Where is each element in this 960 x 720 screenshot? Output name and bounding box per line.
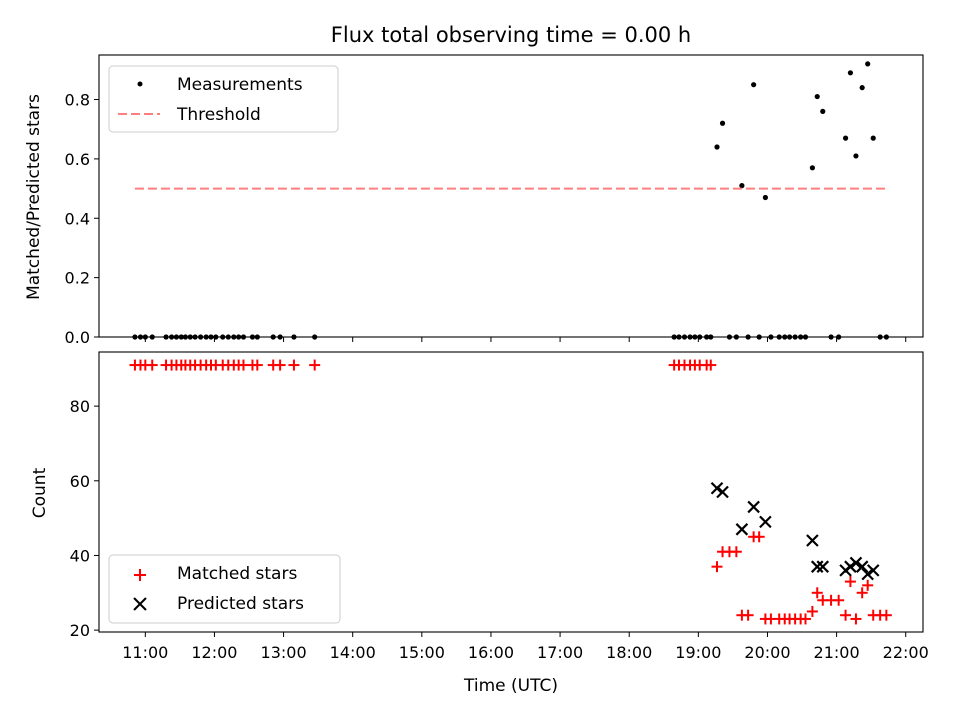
matched-stars-point: [862, 579, 874, 591]
bottom-xtick-label: 19:00: [675, 643, 721, 662]
measurement-point: [714, 144, 720, 150]
predicted-stars-point: [710, 481, 724, 495]
matched-stars-point: [850, 613, 862, 625]
legend-matched-label: Matched stars: [177, 564, 297, 584]
top-ytick-label: 0.6: [65, 150, 90, 169]
legend-threshold-label: Threshold: [176, 105, 261, 125]
matched-stars-point: [833, 594, 845, 606]
bottom-xtick-label: 14:00: [330, 643, 376, 662]
matched-stars-point: [288, 359, 300, 371]
matched-stars-point: [274, 359, 286, 371]
bottom-ytick-label: 80: [70, 397, 90, 416]
predicted-stars-point: [816, 560, 830, 573]
matched-stars-point: [880, 609, 892, 621]
measurement-point: [814, 93, 820, 100]
predicted-stars-point: [855, 560, 869, 573]
matched-stars-point: [753, 531, 765, 543]
bottom-xtick-label: 21:00: [814, 643, 860, 662]
bottom-x-axis-label: Time (UTC): [463, 676, 558, 696]
bottom-xtick-label: 20:00: [744, 643, 790, 662]
bottom-legend-box: [108, 554, 341, 624]
bottom-panel: Count Time (UTC) 20 40 60 80 11:00 12:00 13:00…: [30, 351, 929, 696]
bottom-xtick-label: 17:00: [537, 643, 583, 662]
top-ticks: 0.0 0.2 0.4 0.6 0.8: [65, 91, 907, 347]
matched-stars-point: [856, 587, 868, 599]
bottom-legend: Matched stars Predicted stars: [108, 554, 341, 624]
measurement-point: [870, 135, 876, 141]
matched-stars-point: [811, 587, 823, 599]
predicted-stars-point: [716, 485, 729, 499]
measurement-point: [865, 61, 871, 67]
matched-stars-point: [730, 546, 742, 558]
top-legend-box: [108, 65, 339, 133]
bottom-xtick-label: 12:00: [191, 643, 237, 662]
predicted-stars-point: [810, 560, 824, 573]
bottom-xtick-label: 18:00: [606, 643, 652, 662]
matched-stars-point: [705, 359, 717, 371]
bottom-axes-frame: [98, 351, 924, 633]
measurement-point: [820, 108, 826, 114]
legend-predicted-label: Predicted stars: [177, 594, 304, 614]
measurement-point: [859, 85, 865, 91]
predicted-stars-point: [849, 556, 863, 570]
predicted-stars-point: [844, 560, 857, 573]
bottom-y-axis-label: Count: [30, 467, 50, 518]
legend-matched-marker: [134, 569, 146, 581]
legend-predicted-marker: [133, 597, 147, 611]
top-legend: Measurements Threshold: [108, 65, 339, 133]
bottom-xtick-label: 15:00: [399, 643, 445, 662]
measurement-point: [809, 165, 815, 171]
top-ytick-label: 0.4: [65, 209, 90, 228]
measurement-point: [842, 135, 849, 141]
top-panel: Flux total observing time = 0.00 h Match…: [24, 23, 924, 347]
measurement-point: [847, 70, 854, 76]
predicted-stars-point: [861, 567, 874, 581]
matched-stars-point: [309, 359, 321, 371]
bottom-xtick-label: 16:00: [468, 643, 514, 662]
bottom-xtick-label: 22:00: [883, 643, 929, 662]
measurement-point: [739, 183, 745, 189]
bottom-xtick-label: 13:00: [261, 643, 307, 662]
top-ytick-label: 0.2: [65, 269, 90, 288]
predicted-stars-point: [759, 515, 772, 529]
top-axes-frame: [98, 54, 924, 338]
matched-stars-point: [844, 576, 856, 588]
matched-stars-point: [806, 605, 818, 617]
predicted-stars-point: [806, 534, 819, 547]
measurement-point: [853, 153, 859, 159]
matched-stars-point: [711, 561, 723, 573]
legend-measurements-label: Measurements: [177, 75, 303, 95]
bottom-ticks: 20 40 60 80 11:00 12:00 13:00 14:00 15:00 16:00 17…: [70, 397, 929, 662]
matched-stars-point: [840, 609, 852, 621]
top-ytick-label: 0.8: [65, 91, 90, 110]
bottom-ytick-label: 60: [70, 472, 90, 491]
legend-measurements-marker: [137, 81, 143, 87]
bottom-ytick-label: 20: [70, 621, 90, 640]
bottom-plot-area: [129, 359, 892, 625]
predicted-stars-point: [735, 523, 749, 536]
matched-stars-point: [742, 609, 754, 621]
matched-stars-point: [251, 359, 263, 371]
predicted-stars-point: [866, 564, 880, 577]
top-title: Flux total observing time = 0.00 h: [331, 23, 691, 47]
top-ytick-label: 0.0: [65, 328, 90, 347]
measurement-point: [719, 120, 726, 126]
measurement-point: [751, 82, 757, 88]
matched-stars-point: [146, 359, 158, 371]
bottom-ytick-label: 40: [70, 546, 90, 565]
measurement-point: [762, 194, 768, 201]
matched-stars-point: [799, 613, 811, 625]
predicted-stars-point: [747, 500, 760, 514]
top-y-axis-label: Matched/Predicted stars: [24, 94, 44, 300]
bottom-xtick-label: 11:00: [122, 643, 168, 662]
